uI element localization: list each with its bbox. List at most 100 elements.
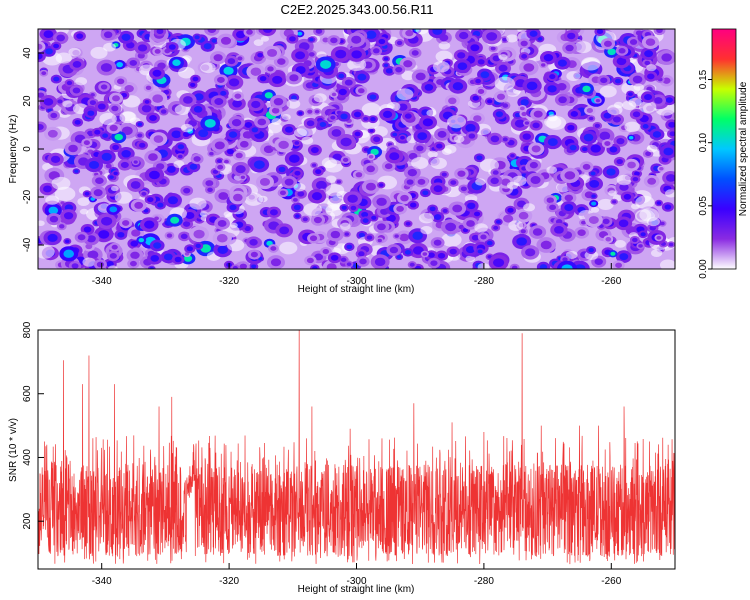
spectrogram-blob-core (433, 185, 443, 193)
spectrogram-blob-core (295, 51, 306, 60)
spectrogram-blob-core (87, 250, 99, 260)
spectrogram-blob-core (465, 246, 475, 254)
spectrogram-blob-core (331, 129, 342, 137)
spectrogram-blob-core (309, 37, 314, 42)
spectrogram-gap (475, 178, 486, 186)
spectrogram-gap (447, 115, 467, 129)
spectrogram-blob-core (133, 160, 138, 164)
spectrogram-gap (597, 198, 614, 211)
spectrogram-blob-core (43, 185, 52, 193)
spectrogram-gap (401, 70, 415, 81)
spectrogram-gap (301, 136, 314, 145)
spectrogram-blob-core (589, 179, 600, 188)
spectrogram-gap (659, 259, 675, 269)
spectrogram-gap (565, 250, 578, 260)
spectrogram-blob-core (457, 62, 468, 70)
spectrogram-blob-core (523, 63, 535, 72)
spectrogram-blob-core (666, 174, 675, 182)
spectrogram-blob-core (615, 78, 621, 84)
spectrogram-blob-core (363, 116, 369, 121)
spectrogram-blob-core (437, 252, 446, 259)
spectrogram-blob-core (160, 109, 167, 114)
spectrogram-blob-core (562, 257, 568, 262)
spectrogram-blob-core (605, 237, 612, 242)
spectrogram-blob-core (541, 63, 546, 67)
spectrogram-gap (441, 232, 462, 247)
spectrogram-blob-core (389, 246, 399, 254)
spectrogram-blob-core (137, 44, 148, 52)
spectrogram-blob-core (378, 183, 384, 187)
spectrogram-blob-core (307, 109, 313, 114)
spectrogram-gap (51, 176, 71, 190)
spectrogram-blob-core (549, 74, 556, 80)
snr-y-tick-label: 600 (22, 385, 33, 402)
snr-line (38, 330, 675, 565)
spectrogram-blob-core (56, 34, 65, 42)
spectrogram-blob-core (480, 234, 487, 240)
spectrogram-blob-core (109, 206, 118, 213)
spectrogram-blob-core (224, 159, 229, 164)
spectrogram-blob-core (180, 233, 188, 240)
spectrogram-blob-core (486, 32, 498, 41)
colorbar-tick-label: 0.05 (698, 196, 709, 216)
spectrogram-blob-core (83, 226, 92, 233)
spectrogram-gap (325, 175, 337, 183)
spectrogram-blob-core (396, 40, 403, 46)
spectrogram-blob-core (114, 133, 123, 141)
spectrogram-gap (465, 255, 476, 263)
spectrogram-blob-core (422, 118, 434, 127)
spectrogram-blob-core (475, 78, 481, 84)
snr-x-tick-label: -340 (92, 576, 112, 587)
snr-series (38, 330, 675, 565)
spectrogram-blob-core (429, 206, 436, 212)
spectrogram-blob-core (529, 161, 538, 169)
spectrogram-blob-core (168, 44, 176, 50)
spectrogram-blob-core (480, 71, 490, 79)
snr-x-tick-label: -280 (474, 576, 494, 587)
spectrogram-blob-core (251, 127, 259, 133)
spectrogram-blob-core (113, 171, 118, 176)
spectrogram-gap (174, 104, 191, 116)
spectrogram-blob-core (137, 133, 143, 138)
spectrogram-gap (590, 207, 600, 213)
spectrogram-blob-core (72, 87, 81, 94)
spectrogram-blob-core (409, 262, 415, 267)
spectrogram-blob-core (612, 200, 617, 204)
spectrogram-blob-core (645, 151, 652, 157)
spectrogram-blob-core (289, 74, 299, 82)
spectrogram-blob-core (616, 158, 623, 165)
spectrogram-blob-core (235, 152, 243, 159)
spectrogram-blob-core (411, 50, 419, 56)
spectrogram-blob-core (341, 205, 347, 210)
spectrogram-blob-core (365, 182, 376, 191)
spectrogram-blob-core (594, 258, 603, 265)
colorbar-label: Normalized spectral amplitude (738, 81, 749, 216)
spectrogram-gap (321, 157, 338, 168)
spectrogram-blob-core (437, 130, 447, 138)
spectrogram-blob-core (289, 36, 296, 42)
spectrogram-gap (313, 93, 327, 103)
spectrogram-gap (438, 41, 451, 50)
spectrogram-blob-core (520, 40, 528, 47)
spectrogram-blob-core (530, 176, 541, 185)
spectrogram-gap (624, 121, 640, 133)
colorbar-ticks: 0.00 0.05 0.10 0.15 (698, 69, 712, 279)
spectrogram-blob-core (524, 121, 530, 125)
spectrogram-blob-core (384, 163, 393, 170)
spectrogram-blob-core (352, 263, 359, 269)
spectrogram-gap (178, 66, 195, 79)
spectrogram-blob-core (659, 166, 664, 171)
spectrogram-blob-core (434, 214, 442, 220)
spectrogram-blob-core (144, 220, 155, 229)
spectrogram-blob-core (603, 40, 612, 47)
spectrogram-blob-core (598, 224, 604, 229)
spectrogram-gap (474, 223, 488, 233)
spectrogram-blob-core (529, 30, 538, 37)
spectrogram-gap (599, 85, 617, 98)
spectrogram-gap (616, 174, 632, 186)
spectrogram-blob-core (619, 253, 629, 261)
spectrogram-blob-core (71, 263, 79, 269)
spectrogram-blob-core (458, 31, 469, 40)
snr-x-tick-label: -260 (601, 576, 621, 587)
spectrogram-blob-core (457, 170, 466, 177)
